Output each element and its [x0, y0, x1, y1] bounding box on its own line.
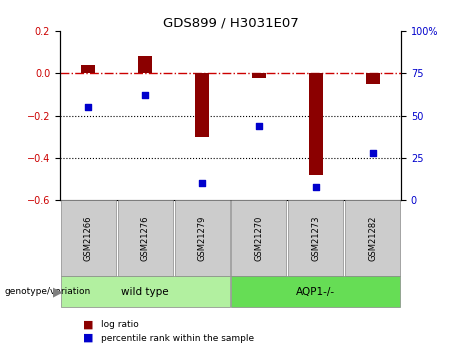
Text: GSM21282: GSM21282 [368, 215, 377, 261]
Text: percentile rank within the sample: percentile rank within the sample [101, 334, 254, 343]
Point [312, 184, 319, 189]
Bar [81, 65, 95, 73]
Text: log ratio: log ratio [101, 320, 139, 329]
Text: wild type: wild type [121, 287, 169, 296]
Point [369, 150, 376, 156]
Point [255, 123, 263, 128]
Text: GSM21279: GSM21279 [198, 215, 207, 261]
Text: GSM21276: GSM21276 [141, 215, 150, 261]
Title: GDS899 / H3031E07: GDS899 / H3031E07 [163, 17, 298, 30]
Point [142, 92, 149, 98]
Text: GSM21266: GSM21266 [84, 215, 93, 261]
Bar [252, 73, 266, 78]
Point [85, 104, 92, 110]
Text: GSM21273: GSM21273 [311, 215, 320, 261]
Text: GSM21270: GSM21270 [254, 215, 263, 261]
Point [198, 180, 206, 186]
Text: AQP1-/-: AQP1-/- [296, 287, 335, 296]
Text: ▶: ▶ [53, 285, 62, 298]
Bar [309, 73, 323, 175]
Bar [195, 73, 209, 137]
Bar [138, 57, 152, 73]
Text: ■: ■ [83, 333, 94, 343]
Text: genotype/variation: genotype/variation [5, 287, 91, 296]
Bar [366, 73, 380, 84]
Text: ■: ■ [83, 319, 94, 329]
